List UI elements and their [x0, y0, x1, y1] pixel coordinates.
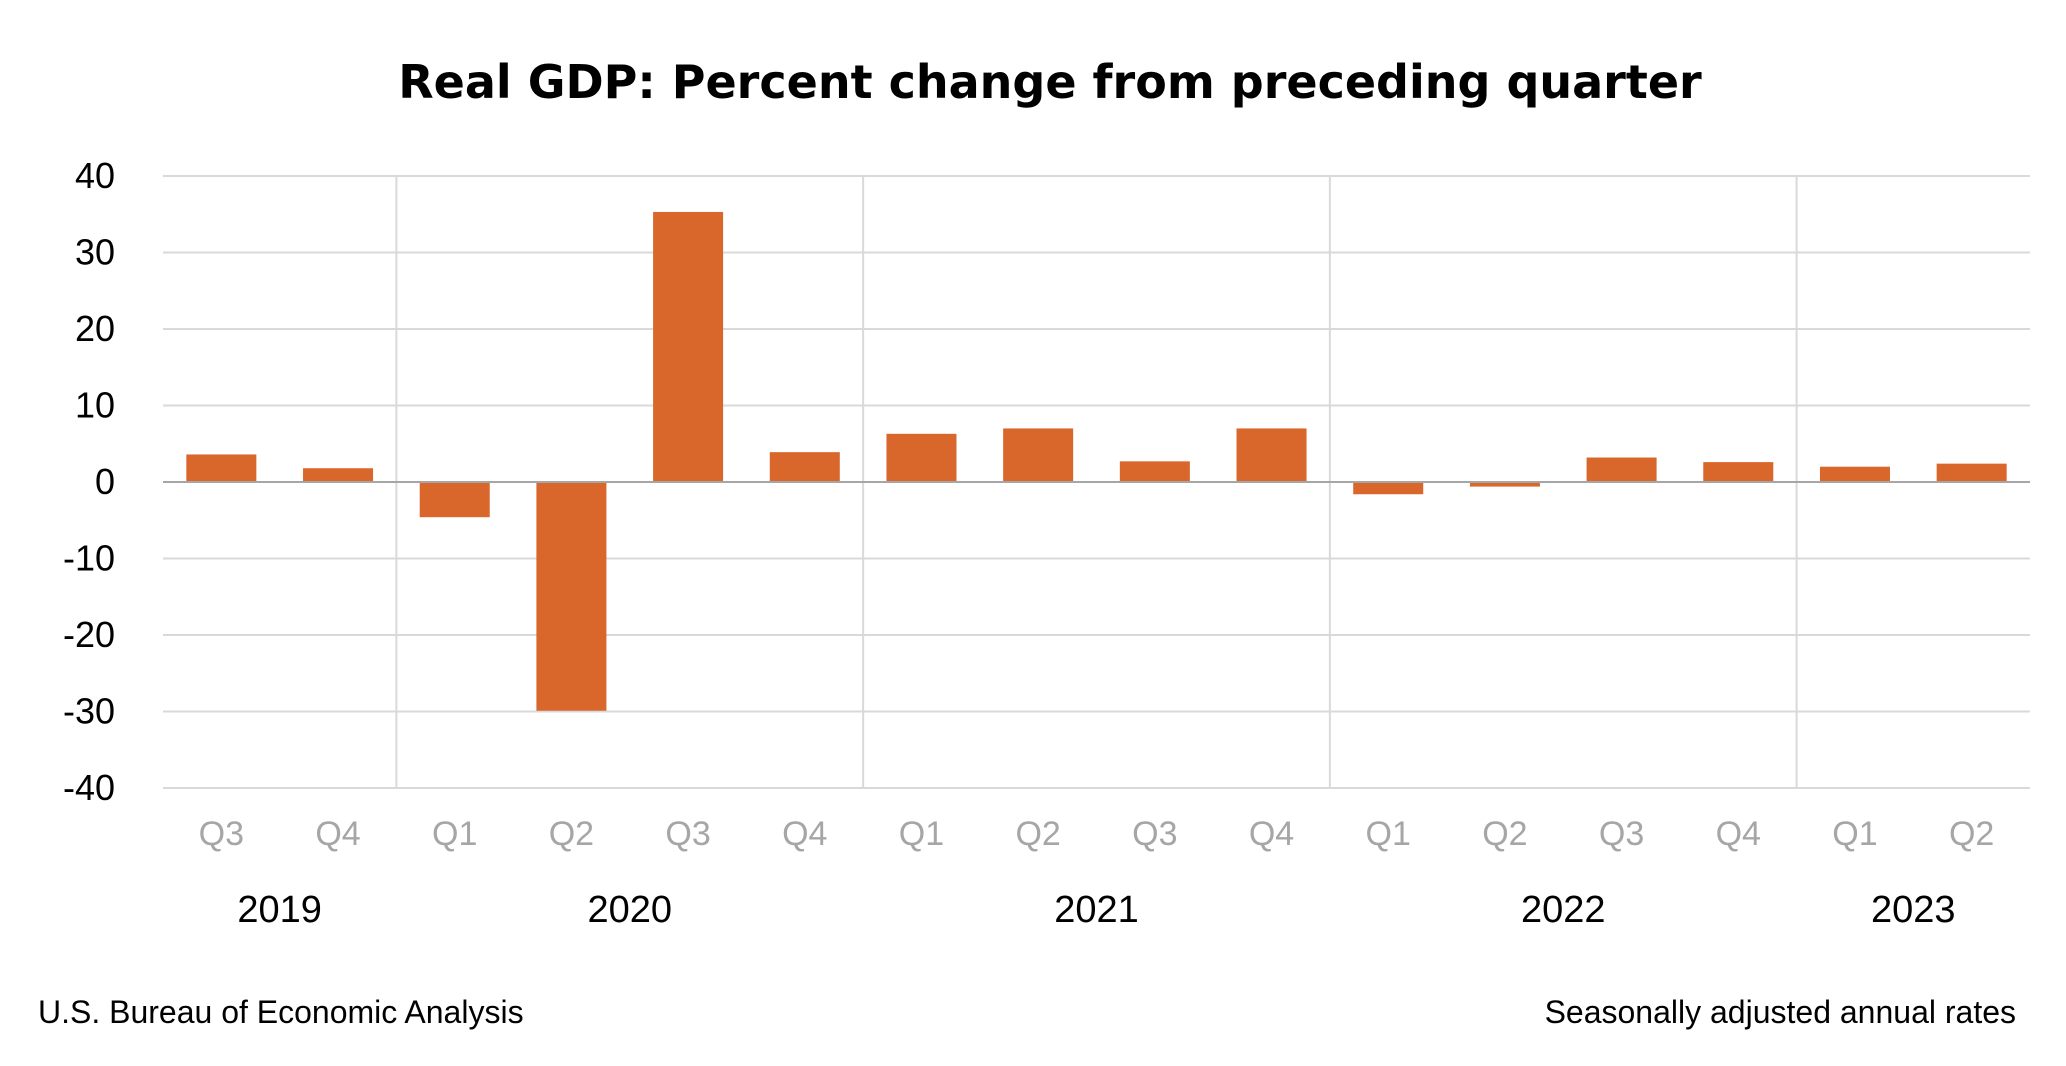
bar-q3-12 [1586, 457, 1657, 482]
quarter-label: Q1 [1832, 815, 1877, 853]
y-axis-ticks: 40 30 20 10 0 -10 -20 -30 -40 [63, 155, 115, 808]
quarter-label: Q1 [899, 815, 944, 853]
y-tick-label: 10 [75, 385, 115, 426]
quarter-label: Q4 [782, 815, 827, 853]
quarter-label: Q2 [1949, 815, 1994, 853]
bar-q4-9 [1236, 428, 1307, 482]
quarter-labels: Q3 Q4 Q1 Q2 Q3 Q4 Q1 Q2 Q3 Q4 Q1 Q2 Q3 Q4 Q1 Q2 [199, 815, 1995, 853]
year-label-2019: 2019 [237, 889, 322, 931]
y-tick-label: 20 [75, 308, 115, 349]
quarter-label: Q3 [199, 815, 244, 853]
bar-q2-3 [536, 482, 607, 711]
bar-q1-14 [1819, 466, 1890, 482]
year-label-2021: 2021 [1054, 889, 1139, 931]
quarter-label: Q3 [665, 815, 710, 853]
quarter-label: Q3 [1132, 815, 1177, 853]
year-label-2023: 2023 [1871, 889, 1956, 931]
bars [186, 211, 2007, 711]
quarter-label: Q4 [315, 815, 360, 853]
quarter-label: Q2 [1015, 815, 1060, 853]
quarter-label: Q4 [1716, 815, 1761, 853]
bar-q3-8 [1119, 461, 1190, 482]
source-credit: U.S. Bureau of Economic Analysis [38, 994, 524, 1030]
year-label-2020: 2020 [587, 889, 672, 931]
quarter-label: Q1 [432, 815, 477, 853]
bar-q3-4 [653, 211, 724, 482]
y-tick-label: -40 [63, 767, 115, 808]
rate-note: Seasonally adjusted annual rates [1545, 994, 2016, 1030]
y-tick-label: -20 [63, 614, 115, 655]
y-tick-label: 40 [75, 155, 115, 196]
year-labels: 2019 2020 2021 2022 2023 [237, 889, 1955, 931]
quarter-label: Q2 [549, 815, 594, 853]
bar-q2-11 [1469, 482, 1540, 487]
chart-title: Real GDP: Percent change from preceding … [398, 55, 1702, 109]
bar-q1-10 [1353, 482, 1424, 495]
bar-q1-6 [886, 433, 957, 482]
y-tick-label: 30 [75, 232, 115, 273]
quarter-label: Q4 [1249, 815, 1294, 853]
bar-q2-7 [1003, 428, 1074, 482]
bar-q1-2 [419, 482, 490, 518]
year-label-2022: 2022 [1521, 889, 1606, 931]
quarter-label: Q1 [1366, 815, 1411, 853]
y-tick-label: -10 [63, 538, 115, 579]
quarter-label: Q3 [1599, 815, 1644, 853]
bar-q4-5 [769, 452, 840, 482]
bar-q4-1 [303, 468, 374, 482]
quarter-label: Q2 [1482, 815, 1527, 853]
y-tick-label: -30 [63, 691, 115, 732]
y-tick-label: 0 [95, 461, 115, 502]
bar-q3-0 [186, 454, 257, 482]
bar-q2-15 [1936, 463, 2007, 482]
bar-q4-13 [1703, 462, 1774, 482]
gridlines [163, 175, 2030, 789]
